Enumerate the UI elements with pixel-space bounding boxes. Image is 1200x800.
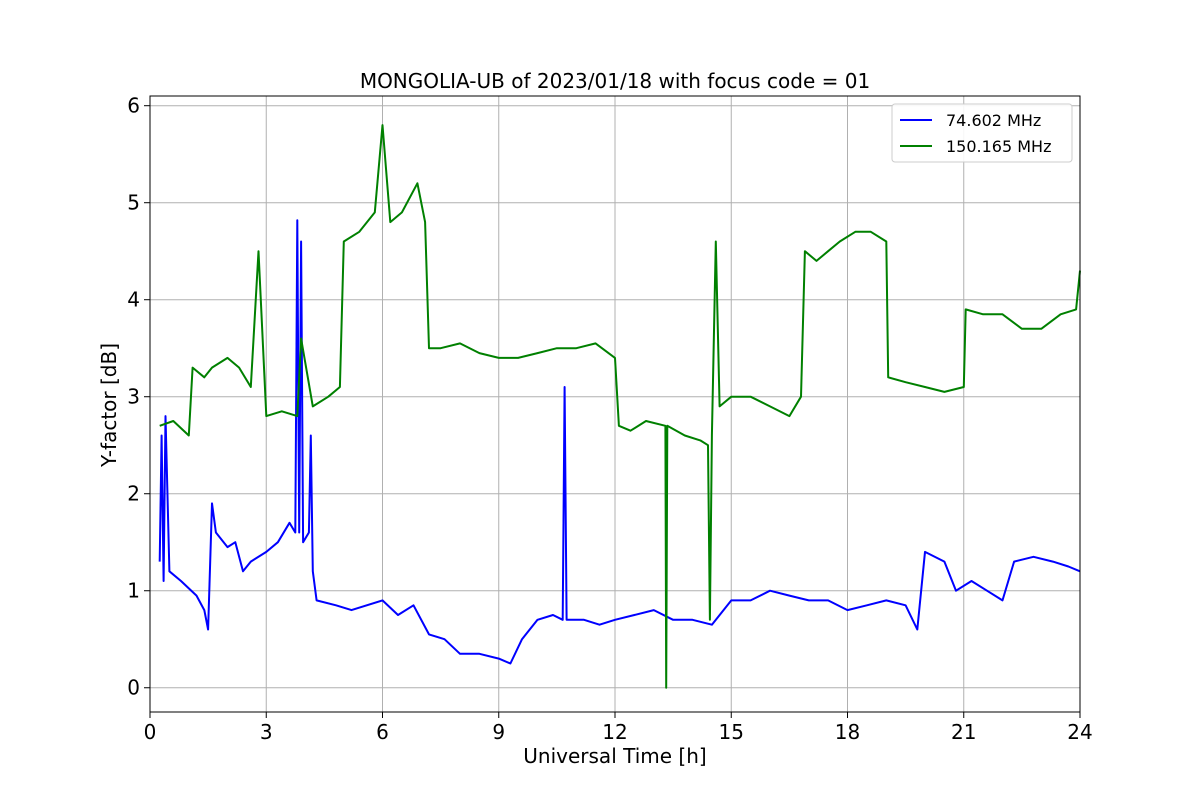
x-tick-label: 15 [719,720,744,744]
series-line-1 [159,124,1081,689]
x-axis-label: Universal Time [h] [523,744,706,768]
x-tick-label: 6 [376,720,389,744]
y-tick-label: 5 [127,191,140,215]
y-tick-label: 3 [127,385,140,409]
y-tick-label: 6 [127,94,140,118]
x-tick-label: 18 [835,720,860,744]
chart-title: MONGOLIA-UB of 2023/01/18 with focus cod… [360,69,870,93]
series-group [158,124,1081,689]
y-tick-label: 2 [127,482,140,506]
y-axis-label: Y-factor [dB] [97,343,121,468]
x-tick-label: 0 [144,720,157,744]
series-line-0 [158,219,1081,665]
x-tick-label: 3 [260,720,273,744]
y-tick-label: 1 [127,579,140,603]
legend: 74.602 MHz 150.165 MHz [891,103,1073,163]
legend-label-1: 150.165 MHz [946,137,1051,156]
x-tick-label: 12 [602,720,627,744]
x-tick-label: 24 [1067,720,1092,744]
x-tick-label: 9 [492,720,505,744]
legend-box [891,103,1073,163]
y-tick-label: 0 [127,676,140,700]
legend-label-0: 74.602 MHz [946,111,1041,130]
x-axis-ticks: 0 3 6 9 12 15 18 21 24 [144,712,1093,744]
y-tick-label: 4 [127,288,140,312]
x-tick-label: 21 [951,720,976,744]
y-axis-ticks: 0 1 2 3 4 5 6 [127,94,150,700]
grid [149,96,1081,712]
